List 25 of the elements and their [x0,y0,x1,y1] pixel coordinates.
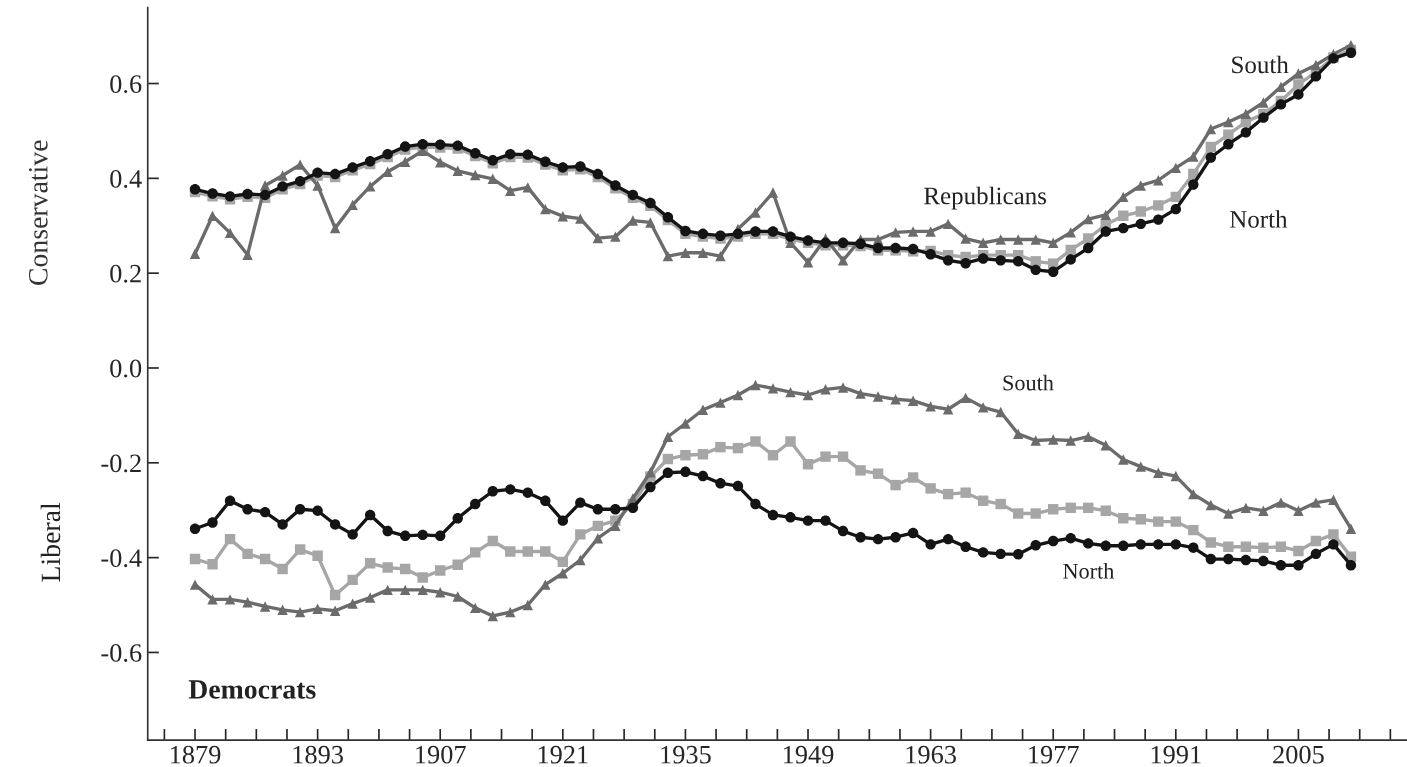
y-axis-title: Conservative [28,140,48,285]
x-tick-label: 1935 [661,745,711,764]
x-tick-label: 1949 [783,745,834,764]
annotation: Democrats [188,680,316,699]
x-tick-label: 1893 [293,745,343,764]
annotation: North [1063,563,1115,579]
x-tick-label: 1977 [1029,745,1079,764]
y-tick-label: -0.4 [101,549,142,568]
y-tick-label: 0.6 [110,75,142,94]
x-tick-label: 2005 [1273,745,1324,764]
y-tick-label: -0.2 [101,454,141,473]
y-tick-label: 0.4 [110,169,142,188]
y-tick-label: 0.0 [110,359,142,378]
x-tick-label: 1991 [1151,745,1201,764]
x-tick-label: 1921 [538,745,588,764]
y-tick-label: 0.2 [110,264,141,283]
text: Liberal [40,502,61,582]
x-tick-label: 1879 [170,745,221,764]
x-tick-label: 1963 [906,745,956,764]
annotation: North [1229,210,1288,228]
y-tick-label: -0.6 [101,644,142,662]
annotation: Republicans [924,186,1047,210]
x-tick-label: 1907 [416,745,466,764]
annotation: South [1003,374,1054,391]
annotation: South [1232,55,1289,74]
